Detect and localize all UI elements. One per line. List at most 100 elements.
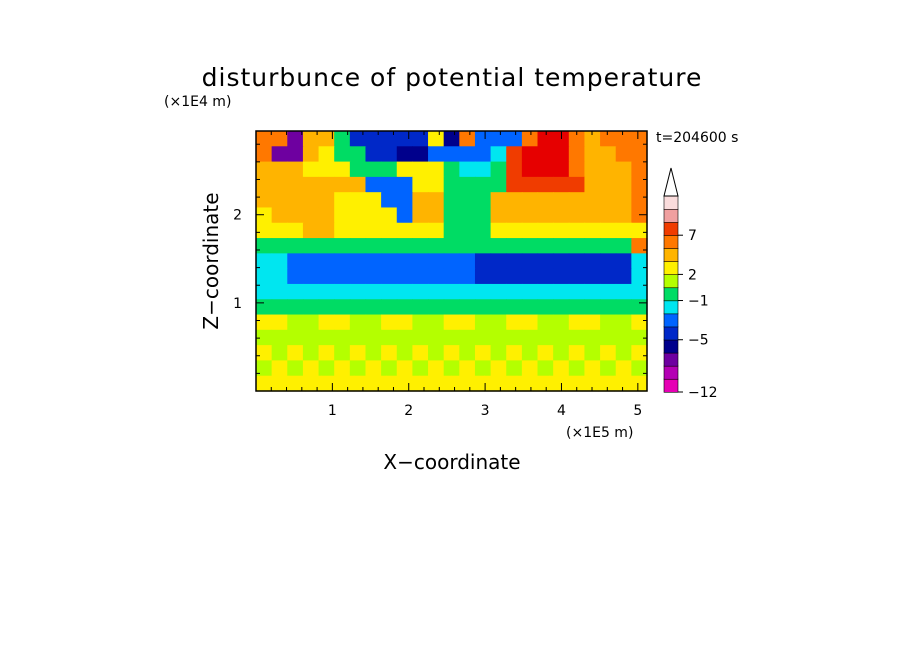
field-cell bbox=[474, 176, 492, 193]
field-cell bbox=[334, 192, 351, 209]
colorbar-swatch bbox=[663, 326, 679, 341]
field-cell bbox=[396, 222, 413, 239]
field-cell bbox=[412, 253, 429, 270]
field-cell bbox=[256, 176, 273, 193]
field-cell bbox=[615, 299, 632, 316]
field-cell bbox=[537, 238, 554, 254]
field-cell bbox=[568, 345, 586, 362]
colorbar-swatch bbox=[663, 195, 679, 210]
field-cell bbox=[337, 375, 355, 392]
field-cell bbox=[490, 207, 507, 224]
field-cell bbox=[584, 176, 601, 193]
colorbar-swatch bbox=[663, 208, 679, 223]
field-cell bbox=[302, 161, 320, 178]
colorbar-swatch bbox=[663, 287, 679, 302]
field-cell bbox=[443, 299, 460, 316]
field-cell bbox=[490, 131, 507, 147]
field-cell bbox=[287, 283, 304, 300]
field-cell bbox=[287, 253, 304, 270]
field-cell bbox=[412, 192, 429, 209]
field-cell bbox=[521, 360, 539, 377]
field-cell bbox=[600, 253, 617, 270]
field-cell bbox=[396, 329, 413, 346]
field-cell bbox=[365, 314, 382, 331]
field-cell bbox=[365, 329, 382, 346]
field-cell bbox=[584, 207, 601, 224]
y-unit-label: (×1E4 m) bbox=[164, 94, 231, 110]
field-cell bbox=[598, 375, 616, 392]
field-cell bbox=[490, 268, 507, 285]
colorbar-over-triangle bbox=[663, 167, 679, 197]
field-cell bbox=[631, 238, 648, 254]
field-cell bbox=[396, 131, 413, 147]
field-cell bbox=[271, 238, 288, 254]
field-cell bbox=[568, 161, 586, 178]
field-cell bbox=[521, 329, 539, 346]
field-cell bbox=[396, 299, 413, 316]
field-cell bbox=[256, 238, 273, 254]
field-cell bbox=[349, 329, 367, 346]
colorbar-swatch bbox=[663, 221, 679, 236]
field-cell bbox=[287, 360, 304, 377]
field-cell bbox=[553, 207, 570, 224]
field-cell bbox=[334, 345, 351, 362]
field-cell bbox=[568, 238, 586, 254]
field-cell bbox=[565, 375, 583, 392]
field-cell bbox=[418, 375, 436, 392]
field-cell bbox=[304, 375, 322, 392]
field-cell bbox=[412, 283, 429, 300]
field-cell bbox=[490, 360, 507, 377]
field-cell bbox=[271, 283, 288, 300]
field-cell bbox=[600, 146, 617, 163]
plot-frame bbox=[255, 130, 648, 392]
field-cell bbox=[287, 314, 304, 331]
field-cell bbox=[553, 345, 570, 362]
field-cell bbox=[490, 222, 507, 239]
field-cell bbox=[474, 146, 492, 163]
field-cell bbox=[490, 329, 507, 346]
field-cell bbox=[271, 329, 288, 346]
field-cell bbox=[334, 268, 351, 285]
field-cell bbox=[443, 222, 460, 239]
field-cell bbox=[443, 329, 460, 346]
field-cell bbox=[537, 314, 554, 331]
field-cell bbox=[302, 329, 320, 346]
colorbar-label: −5 bbox=[688, 333, 709, 349]
field-cell bbox=[521, 253, 539, 270]
field-cell bbox=[256, 253, 273, 270]
field-cell bbox=[381, 283, 398, 300]
field-cell bbox=[386, 375, 404, 392]
field-cell bbox=[443, 131, 460, 147]
field-cell bbox=[334, 283, 351, 300]
field-cell bbox=[428, 283, 445, 300]
field-cell bbox=[490, 299, 507, 316]
field-cell bbox=[474, 238, 492, 254]
field-cell bbox=[412, 176, 429, 193]
field-cell bbox=[584, 238, 601, 254]
x-tick-label: 4 bbox=[557, 403, 566, 419]
field-cell bbox=[537, 207, 554, 224]
field-cell bbox=[490, 283, 507, 300]
field-cell bbox=[381, 176, 398, 193]
field-cell bbox=[256, 161, 273, 178]
field-cell bbox=[459, 360, 476, 377]
field-cell bbox=[490, 253, 507, 270]
field-cell bbox=[412, 345, 429, 362]
field-cell bbox=[615, 222, 632, 239]
field-cell bbox=[349, 146, 367, 163]
field-cell bbox=[537, 283, 554, 300]
field-cell bbox=[287, 207, 304, 224]
field-cell bbox=[584, 146, 601, 163]
field-cell bbox=[402, 375, 420, 392]
field-cell bbox=[318, 176, 335, 193]
field-cell bbox=[412, 146, 429, 163]
field-cell bbox=[568, 283, 586, 300]
field-cell bbox=[302, 360, 320, 377]
field-cell bbox=[537, 146, 554, 163]
field-cell bbox=[553, 329, 570, 346]
colorbar-swatch bbox=[663, 274, 679, 289]
field-cell bbox=[365, 207, 382, 224]
field-cell bbox=[271, 299, 288, 316]
colorbar-swatch bbox=[663, 339, 679, 354]
field-cell bbox=[615, 192, 632, 209]
